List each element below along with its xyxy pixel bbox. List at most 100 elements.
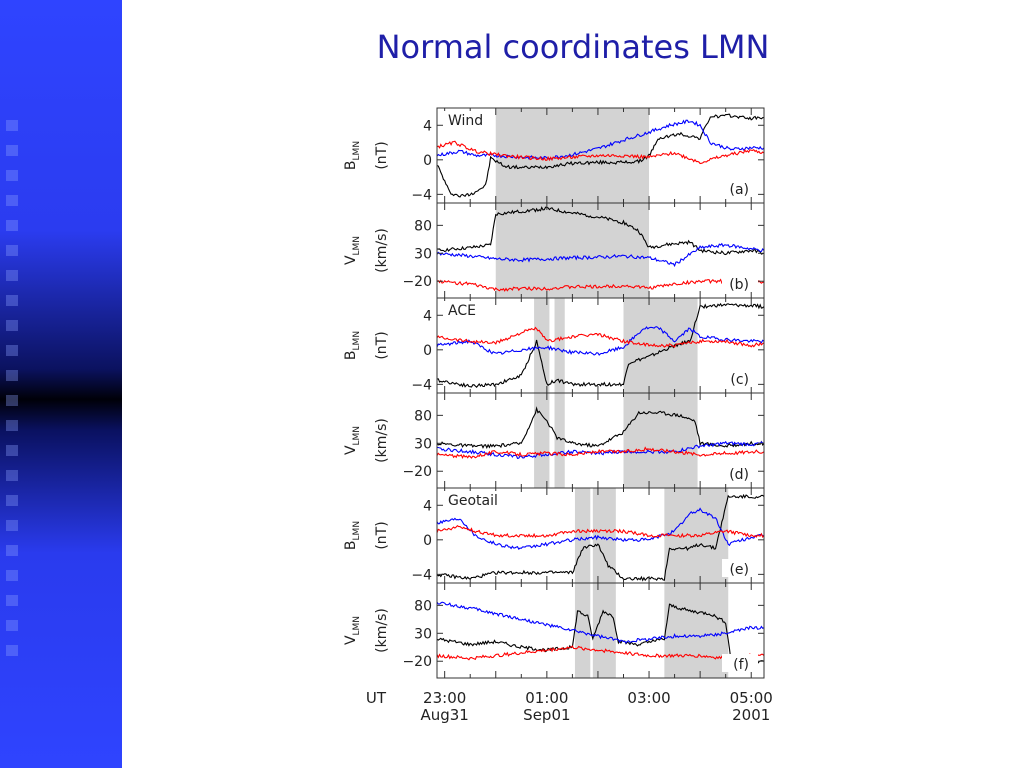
side-decor-square: [6, 445, 18, 456]
side-decor-square: [6, 195, 18, 206]
side-decor-square: [6, 645, 18, 656]
series-line-b-2: [437, 278, 764, 292]
spacecraft-label-bg: [443, 111, 485, 129]
series-line-a-0: [437, 113, 764, 198]
y-axis-label-sub: LMN: [352, 521, 362, 541]
x-tick-label: 03:00: [627, 689, 670, 707]
panel-tag-bg: [722, 464, 758, 482]
y-axis-unit-a: (nT): [374, 141, 390, 169]
shaded-interval: [574, 583, 591, 678]
shaded-interval: [554, 298, 565, 393]
slide-title: Normal coordinates LMN: [376, 28, 770, 66]
side-decor-square: [6, 495, 18, 506]
side-decor-square: [6, 345, 18, 356]
y-axis-label-d: VLMN: [343, 426, 362, 455]
series-line-e-1: [437, 507, 764, 550]
y-tick-label: 0: [423, 343, 432, 359]
series-line-c-1: [437, 326, 764, 356]
panel-tag: (f): [733, 657, 749, 673]
series-line-d-2: [437, 446, 764, 459]
side-decor-square: [6, 220, 18, 231]
series-line-d-0: [437, 406, 764, 450]
y-tick-label: −20: [402, 464, 432, 480]
panel-tag-bg: [722, 559, 758, 577]
y-tick-label: −20: [402, 654, 432, 670]
series-line-f-1: [437, 601, 764, 644]
y-axis-label-b: VLMN: [343, 236, 362, 265]
y-tick-label: 80: [414, 218, 432, 234]
side-decor-square: [6, 295, 18, 306]
y-axis-label-sub: LMN: [352, 616, 362, 636]
side-decor-square: [6, 595, 18, 606]
spacecraft-label: Wind: [448, 113, 483, 129]
y-tick-label: −20: [402, 274, 432, 290]
spacecraft-label: ACE: [448, 303, 476, 319]
side-decor-square: [6, 370, 18, 381]
shaded-interval: [534, 393, 550, 488]
shaded-interval: [592, 583, 616, 678]
panel-frame-f: [436, 582, 765, 679]
x-tick-label: 01:00: [525, 689, 568, 707]
ut-label: UT: [366, 689, 387, 707]
side-decor-square: [6, 395, 18, 406]
side-decor-square: [6, 470, 18, 481]
series-line-c-2: [437, 326, 764, 349]
y-tick-label: 30: [414, 436, 432, 452]
side-decor-square: [6, 170, 18, 181]
spacecraft-label-bg: [443, 491, 511, 509]
x-tick-sublabel: Aug31: [420, 706, 468, 724]
series-line-a-2: [437, 140, 764, 165]
panel-tag-bg: [722, 369, 758, 387]
y-axis-label-main: V: [343, 445, 359, 455]
x-tick-label: 23:00: [423, 689, 466, 707]
series-line-f-0: [437, 603, 764, 667]
spacecraft-label-bg: [443, 301, 477, 319]
y-axis-unit-d: (km/s): [374, 418, 390, 463]
y-axis-label-sub: LMN: [352, 426, 362, 446]
y-tick-label: −4: [411, 567, 432, 583]
y-axis-label-main: B: [343, 540, 359, 550]
y-tick-label: −4: [411, 377, 432, 393]
y-tick-label: 4: [423, 308, 432, 324]
x-tick-label: 05:00: [730, 689, 773, 707]
y-tick-label: 80: [414, 598, 432, 614]
shaded-interval: [495, 203, 650, 298]
series-line-e-0: [437, 493, 764, 582]
y-axis-label-main: V: [343, 255, 359, 265]
y-axis-unit-c: (nT): [374, 331, 390, 359]
y-axis-unit-f: (km/s): [374, 608, 390, 653]
y-axis-label-c: BLMN: [343, 331, 362, 360]
side-decor-square: [6, 270, 18, 281]
y-axis-label-main: B: [343, 350, 359, 360]
panel-tag: (d): [729, 467, 749, 483]
side-decor-square: [6, 570, 18, 581]
shaded-interval: [534, 298, 550, 393]
shaded-interval: [574, 488, 591, 583]
series-line-b-0: [437, 206, 764, 256]
y-tick-label: 80: [414, 408, 432, 424]
shaded-interval: [664, 583, 729, 678]
y-axis-label-main: V: [343, 635, 359, 645]
shaded-interval: [554, 393, 565, 488]
side-decor-squares: [6, 120, 30, 680]
panel-tag: (e): [729, 562, 749, 578]
y-tick-label: −4: [411, 187, 432, 203]
y-axis-label-main: B: [343, 160, 359, 170]
panel-frame-c: [436, 297, 765, 394]
y-tick-label: 0: [423, 153, 432, 169]
side-decor-square: [6, 120, 18, 131]
series-line-e-2: [437, 524, 764, 539]
y-tick-label: 0: [423, 533, 432, 549]
y-axis-label-sub: LMN: [352, 236, 362, 256]
panel-tag-bg: [722, 274, 758, 292]
side-decor-square: [6, 420, 18, 431]
y-axis-label-sub: LMN: [352, 331, 362, 351]
x-tick-sublabel: 2001: [732, 706, 770, 724]
y-tick-label: 4: [423, 498, 432, 514]
side-decor-square: [6, 320, 18, 331]
panel-tag: (c): [730, 372, 749, 388]
y-axis-label-f: VLMN: [343, 616, 362, 645]
panel-tag-bg: [722, 179, 758, 197]
side-decor-square: [6, 520, 18, 531]
